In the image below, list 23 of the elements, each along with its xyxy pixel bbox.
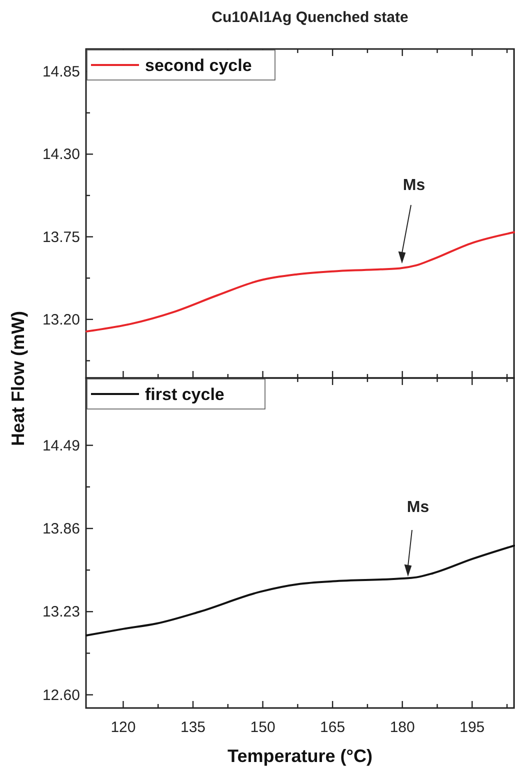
y-tick-label: 13.23 xyxy=(42,604,80,621)
y-axis-title: Heat Flow (mW) xyxy=(8,311,28,446)
x-tick-label: 120 xyxy=(110,719,136,736)
x-tick-label: 165 xyxy=(320,719,346,736)
y-tick-label: 13.75 xyxy=(42,228,80,246)
annotation: Ms xyxy=(402,177,426,194)
x-tick-label: 150 xyxy=(250,719,276,736)
y-tick-label: 14.30 xyxy=(42,146,80,164)
y-tick-label: 12.60 xyxy=(42,686,80,704)
line-series xyxy=(85,231,515,332)
x-tick-label: 195 xyxy=(460,719,485,736)
legend-label: first cycle xyxy=(145,385,224,404)
annotation: Ms xyxy=(406,499,430,516)
y-tick-label: 14.49 xyxy=(42,437,80,454)
y-tick-label: 13.20 xyxy=(42,311,80,328)
y-tick-label: 14.85 xyxy=(42,64,80,81)
legend-label: second cycle xyxy=(145,56,252,75)
x-tick-label: 180 xyxy=(390,719,415,736)
x-axis-title: Temperature (°C) xyxy=(228,746,372,766)
chart-title: Cu10Al1Ag Quenched state xyxy=(212,9,408,26)
y-tick-label: 13.86 xyxy=(42,520,80,538)
x-tick-label: 135 xyxy=(180,719,206,736)
line-series xyxy=(85,544,515,636)
